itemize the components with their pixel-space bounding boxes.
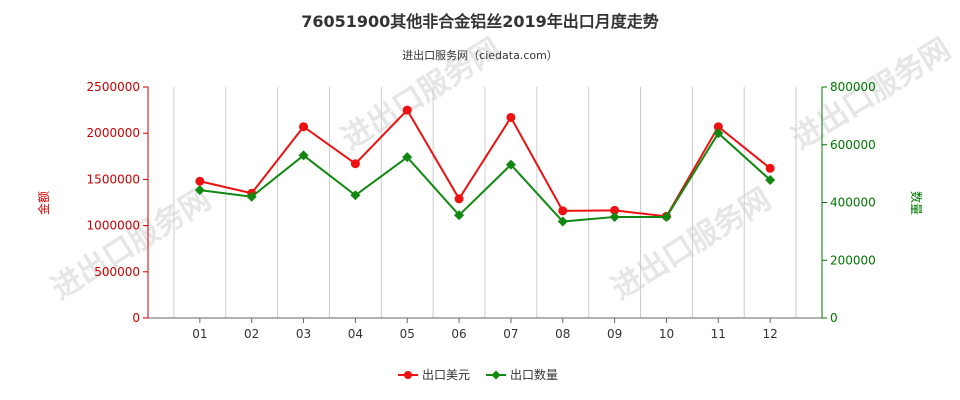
x-tick-label: 03 [296, 327, 311, 341]
left-tick-label: 2500000 [87, 80, 140, 94]
watermark-text: 进出口服务网 [606, 182, 777, 307]
x-tick-label: 10 [659, 327, 674, 341]
tick-labels: 0 500000 1000000 1500000 2000000 2500000 0 2000… [87, 80, 876, 341]
data-point-quantity[interactable] [505, 159, 516, 170]
legend[interactable]: 出口美元 出口数量 [398, 367, 558, 382]
x-tick-label: 02 [244, 327, 259, 341]
data-point-usd[interactable] [610, 205, 620, 215]
data-point-quantity[interactable] [194, 185, 205, 196]
data-point-usd[interactable] [299, 122, 309, 132]
x-tick-label: 08 [555, 327, 570, 341]
data-point-usd[interactable] [713, 122, 723, 132]
series-line-export-quantity [199, 131, 771, 223]
data-point-usd[interactable] [506, 112, 516, 122]
left-tick-label: 500000 [94, 265, 140, 279]
data-point-usd[interactable] [558, 206, 568, 216]
legend-label: 出口美元 [422, 368, 470, 382]
x-tick-label: 04 [348, 327, 363, 341]
data-point-quantity[interactable] [713, 128, 724, 139]
data-point-quantity[interactable] [454, 210, 465, 221]
chart-subtitle: 进出口服务网（ciedata.com） [402, 48, 558, 62]
right-tick-label: 200000 [830, 253, 876, 267]
x-tick-label: 06 [451, 327, 466, 341]
data-point-usd[interactable] [350, 159, 360, 169]
left-axis-title: 金额 [36, 191, 51, 215]
left-tick-label: 1500000 [87, 172, 140, 186]
data-point-quantity[interactable] [298, 150, 309, 161]
data-point-quantity[interactable] [350, 190, 361, 201]
data-point-quantity[interactable] [402, 152, 413, 163]
right-axis-title: 数量 [909, 191, 924, 215]
x-tick-label: 09 [607, 327, 622, 341]
left-tick-label: 2000000 [87, 126, 140, 140]
right-tick-label: 600000 [830, 138, 876, 152]
legend-marker [491, 370, 501, 380]
legend-marker [404, 371, 412, 379]
data-point-usd[interactable] [195, 176, 205, 186]
data-point-quantity[interactable] [557, 216, 568, 227]
legend-item-export-usd[interactable]: 出口美元 [398, 368, 470, 382]
data-point-quantity[interactable] [246, 191, 257, 202]
left-tick-label: 0 [132, 311, 140, 325]
x-tick-label: 01 [192, 327, 207, 341]
x-tick-label: 12 [763, 327, 778, 341]
data-point-usd[interactable] [765, 163, 775, 173]
x-tick-label: 07 [503, 327, 518, 341]
legend-item-export-quantity[interactable]: 出口数量 [486, 367, 558, 382]
data-point-quantity[interactable] [765, 174, 776, 185]
right-tick-label: 800000 [830, 80, 876, 94]
x-tick-label: 05 [400, 327, 415, 341]
data-point-quantity[interactable] [609, 211, 620, 222]
data-point-quantity[interactable] [661, 211, 672, 222]
left-tick-label: 1000000 [87, 219, 140, 233]
right-tick-label: 0 [830, 311, 838, 325]
series-layer [194, 105, 776, 227]
legend-label: 出口数量 [510, 367, 558, 382]
grid-lines [173, 87, 797, 318]
watermark-text: 进出口服务网 [46, 182, 217, 307]
right-tick-label: 400000 [830, 196, 876, 210]
data-point-usd[interactable] [454, 194, 464, 204]
x-tick-label: 11 [711, 327, 726, 341]
data-point-usd[interactable] [402, 105, 412, 115]
chart-title: 76051900其他非合金铝丝2019年出口月度走势 [301, 12, 659, 31]
